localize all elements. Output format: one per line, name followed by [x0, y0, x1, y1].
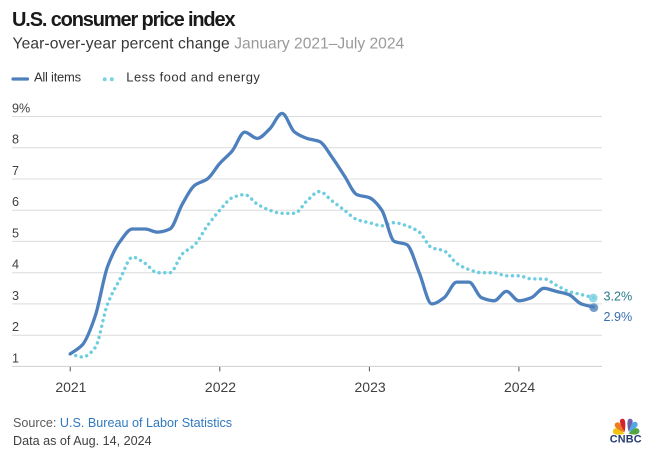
svg-text:2024: 2024	[504, 379, 535, 395]
svg-text:1: 1	[12, 351, 19, 365]
svg-text:U.S. consumer price index: U.S. consumer price index	[12, 9, 235, 31]
svg-text:Source: U.S. Bureau of Labor S: Source: U.S. Bureau of Labor Statistics	[13, 416, 232, 430]
svg-text:All items: All items	[34, 70, 82, 85]
svg-text:4: 4	[12, 258, 19, 272]
svg-text:2023: 2023	[355, 379, 386, 395]
svg-text:6: 6	[12, 195, 19, 209]
svg-text:8: 8	[12, 133, 19, 147]
svg-text:9%: 9%	[12, 102, 30, 116]
svg-text:3.2%: 3.2%	[604, 290, 633, 304]
svg-text:2: 2	[12, 320, 19, 334]
svg-text:CNBC: CNBC	[610, 434, 642, 446]
svg-text:2.9%: 2.9%	[604, 310, 633, 324]
svg-text:2022: 2022	[205, 379, 236, 395]
svg-text:2021: 2021	[55, 379, 86, 395]
svg-text:Less food and energy: Less food and energy	[126, 70, 260, 85]
svg-text:7: 7	[12, 164, 19, 178]
svg-text:Year-over-year percent change: Year-over-year percent change January 20…	[13, 35, 405, 52]
svg-text:3: 3	[12, 289, 19, 303]
svg-text:5: 5	[12, 226, 19, 240]
svg-text:Data as of Aug. 14, 2024: Data as of Aug. 14, 2024	[13, 434, 152, 448]
